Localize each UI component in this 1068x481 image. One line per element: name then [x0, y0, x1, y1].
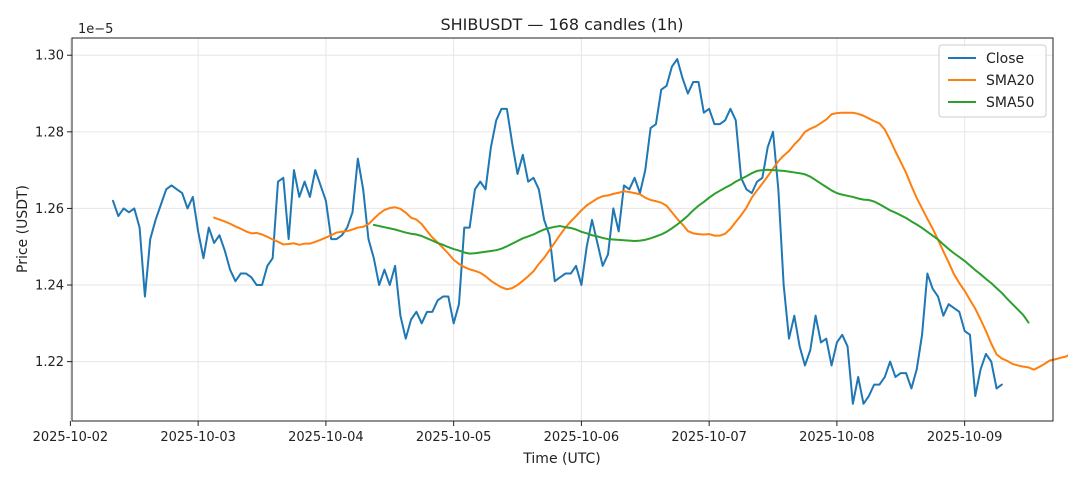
y-scale-note: 1e−5: [78, 22, 113, 37]
legend-label-close: Close: [986, 51, 1024, 67]
x-axis-label: Time (UTC): [522, 451, 600, 467]
y-tick-label: 1.28: [35, 125, 64, 140]
legend-label-sma50: SMA50: [986, 95, 1034, 111]
y-axis: 1.22 1.24 1.26 1.28 1.30: [35, 49, 72, 370]
legend-frame: [938, 44, 1047, 118]
y-tick-label: 1.26: [35, 202, 64, 217]
chart-title: SHIBUSDT — 168 candles (1h): [440, 15, 683, 34]
x-axis: 2025-10-02 2025-10-03 2025-10-04 2025-10-05…: [33, 421, 1003, 445]
x-tick-label: 2025-10-03: [160, 430, 236, 445]
x-tick-label: 2025-10-04: [288, 430, 364, 445]
x-tick-label: 2025-10-05: [416, 430, 492, 445]
x-tick-label: 2025-10-08: [799, 430, 875, 445]
series-line-sma20: [213, 111, 1068, 371]
y-tick-label: 1.24: [35, 279, 64, 294]
x-tick-label: 2025-10-09: [927, 430, 1003, 445]
series-group: [111, 58, 1068, 405]
series-line-close: [111, 58, 1003, 405]
y-tick-label: 1.22: [35, 355, 64, 370]
plot-frame: [71, 37, 1054, 422]
x-tick-label: 2025-10-06: [544, 430, 620, 445]
y-axis-label: Price (USDT): [15, 185, 31, 273]
legend-label-sma20: SMA20: [986, 73, 1034, 89]
series-line-sma50: [372, 168, 1030, 324]
y-tick-label: 1.30: [35, 49, 64, 64]
x-tick-label: 2025-10-02: [33, 430, 109, 445]
x-tick-label: 2025-10-07: [671, 430, 747, 445]
grid: [69, 38, 1053, 421]
legend: Close SMA20 SMA50: [938, 44, 1047, 118]
